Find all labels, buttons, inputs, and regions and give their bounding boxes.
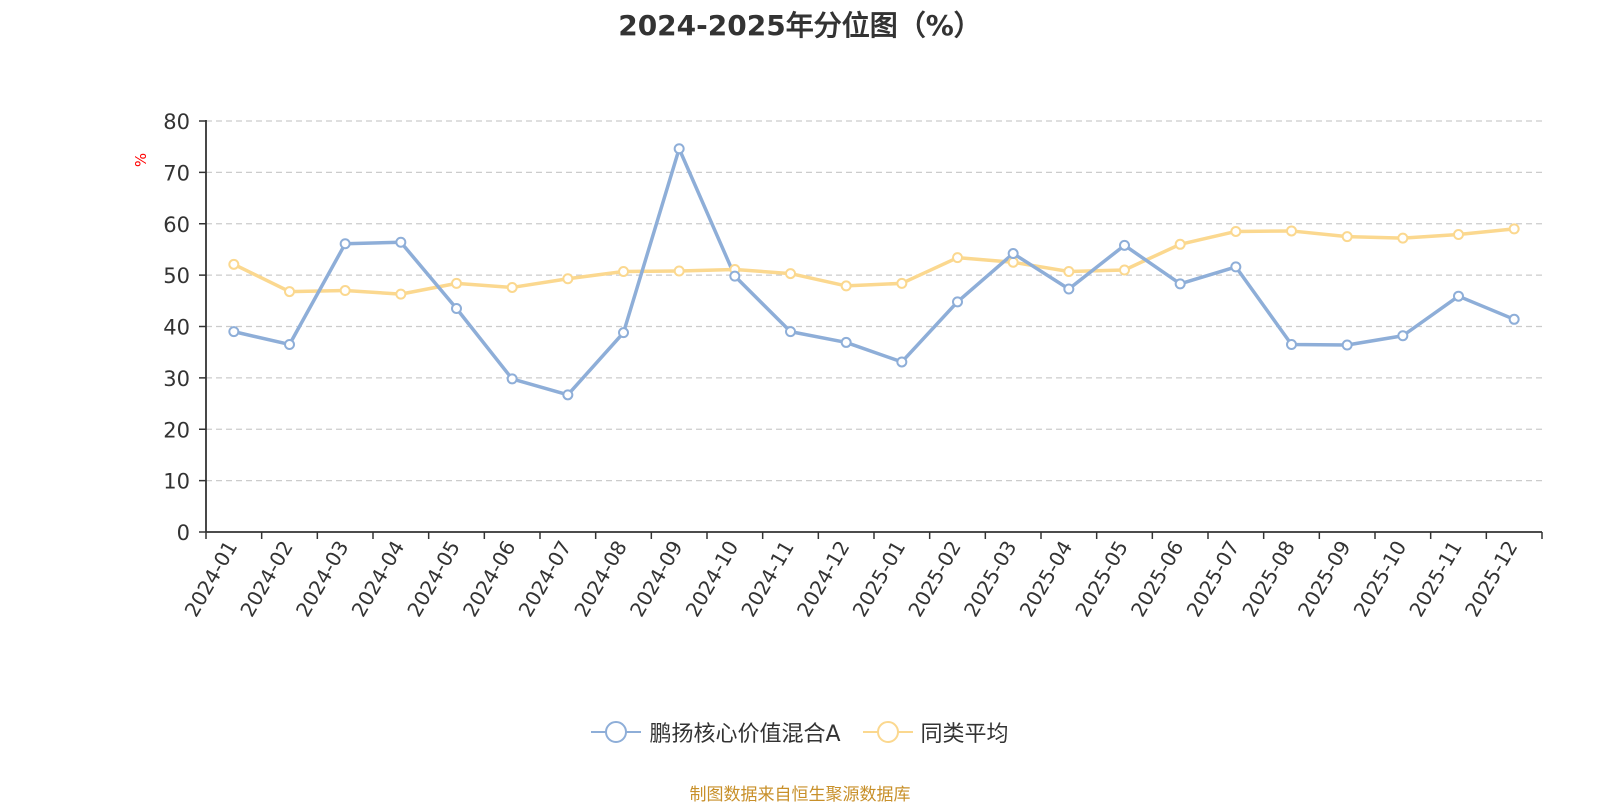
- source-note: 制图数据来自恒生聚源数据库: [689, 785, 911, 805]
- data-point-series-1: [785, 326, 796, 338]
- data-point-series-1: [1453, 290, 1464, 302]
- y-axis-label: %: [132, 153, 150, 167]
- legend-item-series-1[interactable]: 鹏扬核心价值混合A: [591, 716, 841, 748]
- x-tick-label: 2024-07: [514, 537, 577, 621]
- x-tick-label: 2025-02: [903, 537, 966, 621]
- data-point-series-2: [618, 266, 629, 278]
- x-tick-label: 2024-12: [792, 537, 855, 621]
- data-point-series-1: [228, 326, 240, 338]
- x-tick-label: 2024-11: [736, 537, 799, 621]
- x-tick-label: 2024-03: [291, 537, 354, 621]
- data-point-series-2: [896, 277, 908, 289]
- data-point-series-2: [1174, 238, 1186, 250]
- data-point-series-2: [952, 252, 963, 264]
- data-point-series-1: [1397, 330, 1409, 342]
- x-tick-label: 2025-01: [848, 537, 911, 621]
- y-tick-label: 60: [163, 213, 190, 237]
- data-point-series-2: [1453, 229, 1464, 241]
- x-tick-label: 2025-08: [1237, 537, 1300, 621]
- data-point-series-1: [1063, 283, 1075, 295]
- data-point-series-2: [1119, 264, 1130, 276]
- x-tick-label: 2025-04: [1015, 537, 1078, 621]
- data-point-series-1: [451, 303, 462, 315]
- data-point-series-1: [1508, 313, 1520, 325]
- data-point-series-1: [952, 296, 963, 308]
- y-tick-label: 10: [163, 470, 190, 494]
- y-tick-label: 30: [163, 367, 190, 391]
- data-point-series-1: [562, 389, 574, 401]
- data-point-series-2: [284, 286, 295, 298]
- legend-label-series-2: 同类平均: [920, 722, 1009, 747]
- x-tick-label: 2024-09: [625, 537, 688, 621]
- x-tick-label: 2025-11: [1404, 537, 1467, 621]
- data-point-series-1: [618, 327, 629, 339]
- axes: 010203040506070802024-012024-022024-0320…: [163, 110, 1543, 621]
- x-tick-label: 2024-05: [402, 537, 465, 621]
- data-point-series-2: [506, 281, 518, 293]
- data-point-series-2: [562, 273, 574, 285]
- data-point-series-2: [395, 288, 407, 300]
- data-point-series-1: [1174, 278, 1186, 290]
- x-tick-label: 2025-06: [1126, 537, 1189, 621]
- data-point-series-1: [1007, 248, 1019, 260]
- data-point-series-1: [395, 236, 407, 248]
- x-tick-label: 2025-10: [1349, 537, 1412, 621]
- data-point-series-2: [1230, 225, 1242, 237]
- data-point-series-2: [1007, 256, 1019, 268]
- y-tick-label: 80: [163, 110, 190, 134]
- x-tick-label: 2024-01: [180, 537, 243, 621]
- legend: 鹏扬核心价值混合A 同类平均: [0, 716, 1600, 748]
- x-tick-label: 2025-07: [1182, 537, 1245, 621]
- x-tick-label: 2024-06: [458, 537, 521, 621]
- data-point-series-2: [840, 280, 852, 292]
- y-tick-label: 20: [163, 418, 190, 442]
- series-line-1: [232, 146, 1516, 397]
- x-tick-label: 2025-09: [1293, 537, 1356, 621]
- data-point-series-1: [284, 338, 295, 350]
- x-tick-label: 2024-08: [569, 537, 632, 621]
- data-point-series-1: [1341, 339, 1353, 351]
- data-point-series-2: [1508, 223, 1520, 235]
- data-point-series-1: [506, 373, 518, 385]
- series-lines: [228, 143, 1520, 401]
- data-point-series-1: [673, 143, 685, 155]
- x-tick-label: 2024-10: [681, 537, 744, 621]
- grid-lines: [206, 120, 1542, 482]
- x-tick-label: 2025-05: [1070, 537, 1133, 621]
- data-point-series-2: [1397, 232, 1409, 244]
- data-point-series-1: [896, 356, 908, 368]
- data-point-series-2: [1286, 225, 1297, 237]
- data-point-series-1: [1230, 261, 1242, 273]
- data-point-series-2: [339, 285, 351, 297]
- data-point-series-2: [1341, 231, 1353, 243]
- y-tick-label: 0: [177, 521, 190, 545]
- data-point-series-2: [673, 265, 685, 277]
- data-point-series-2: [785, 268, 796, 280]
- y-tick-label: 70: [163, 161, 190, 185]
- data-point-series-2: [1063, 266, 1075, 278]
- data-point-series-1: [729, 270, 741, 282]
- chart-title: 2024-2025年分位图（%）: [618, 9, 982, 42]
- x-tick-label: 2024-04: [347, 537, 410, 621]
- y-tick-label: 40: [163, 316, 190, 340]
- legend-series-1-icon: [591, 721, 642, 743]
- x-tick-label: 2025-03: [959, 537, 1022, 621]
- data-point-series-1: [840, 336, 852, 348]
- y-tick-label: 50: [163, 264, 190, 288]
- legend-item-series-2[interactable]: 同类平均: [862, 716, 1009, 748]
- series-line-2: [232, 227, 1516, 296]
- x-tick-label: 2025-12: [1460, 537, 1523, 621]
- data-point-series-2: [451, 277, 462, 289]
- data-point-series-1: [339, 238, 351, 250]
- data-point-series-2: [228, 258, 240, 270]
- data-point-series-1: [1119, 239, 1130, 251]
- x-tick-label: 2024-02: [235, 537, 298, 621]
- legend-label-series-1: 鹏扬核心价值混合A: [649, 722, 841, 747]
- data-point-series-1: [1286, 338, 1297, 350]
- legend-series-2-icon: [862, 721, 913, 743]
